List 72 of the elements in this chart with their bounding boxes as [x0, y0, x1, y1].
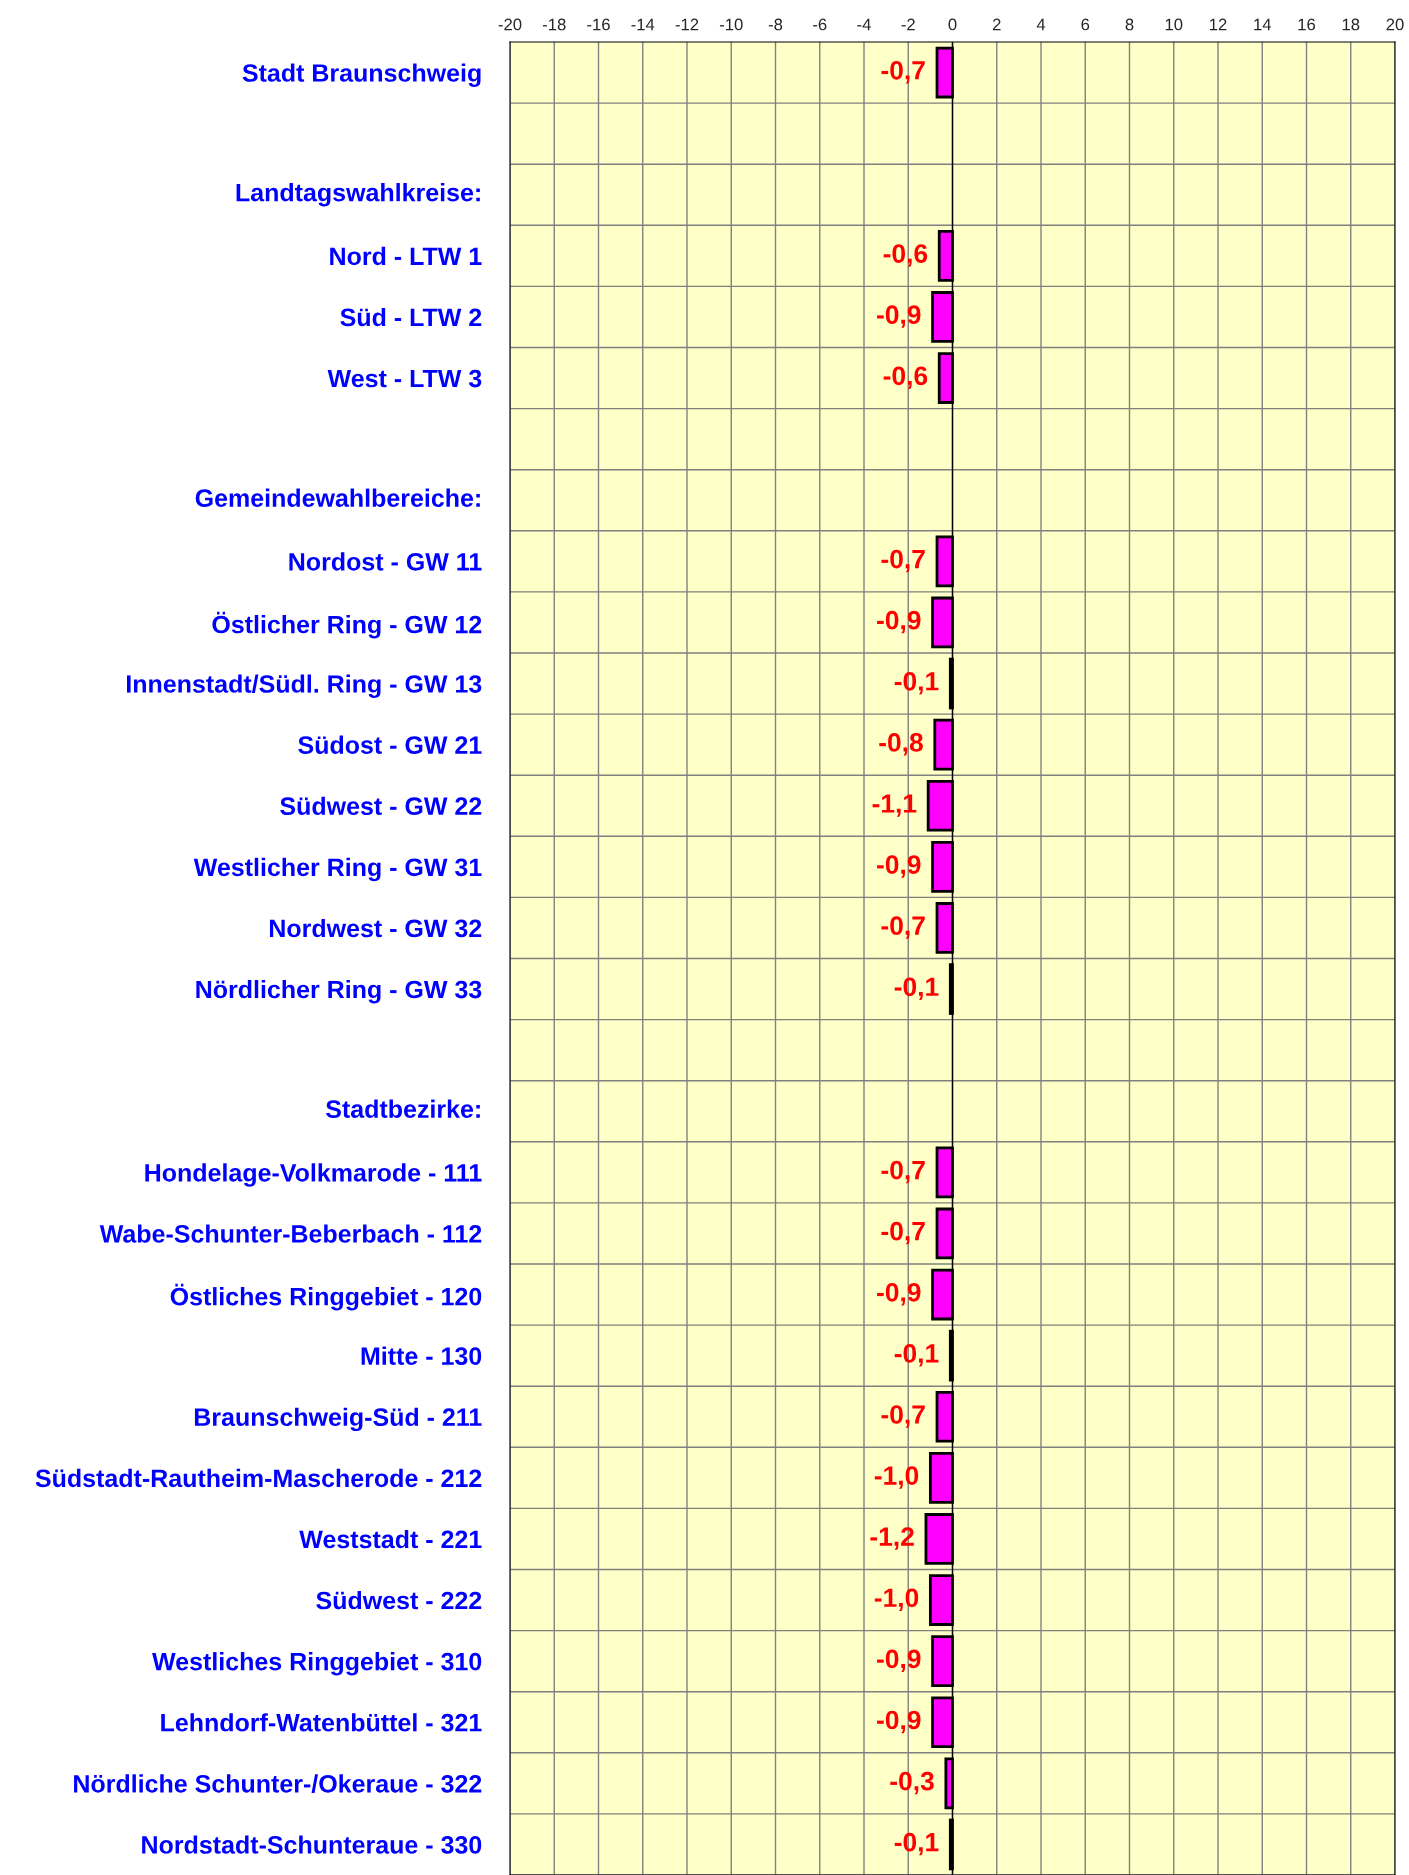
data-label: -0,1	[894, 1832, 939, 1856]
y-tick-label: Braunschweig-Süd - 211	[194, 1407, 482, 1432]
text: Gemeindewahlbereiche:	[195, 488, 480, 507]
x-tick-label: -16	[587, 18, 610, 31]
y-tick-label: Nördliche Schunter-/Okeraue - 322	[74, 1774, 482, 1793]
data-label: -0,7	[881, 549, 925, 573]
y-tick-label: Stadt Braunschweig	[242, 63, 481, 87]
y-tick-label: Nordstadt-Schunteraue - 330	[142, 1835, 482, 1854]
data-label: -1,0	[874, 1466, 919, 1489]
data-label: -0,7	[881, 1160, 925, 1184]
data-label: -0,9	[877, 610, 921, 634]
x-tick-label: 4	[1036, 18, 1046, 31]
y-tick-label: Hondelage-Volkmarode - 111	[145, 1163, 482, 1187]
data-label: -1,2	[870, 1527, 914, 1550]
x-tick-label: -20	[498, 18, 522, 31]
data-label: -0,9	[877, 1710, 921, 1734]
x-tick-label: -10	[719, 18, 743, 31]
data-label: -1,0	[874, 1588, 919, 1611]
y-tick-label: Östlicher Ring - GW 12	[212, 611, 482, 639]
x-tick-label: 20	[1386, 18, 1404, 31]
x-tick-label: 10	[1165, 18, 1183, 31]
x-tick-label: 18	[1342, 18, 1360, 31]
y-tick-label: Süd - LTW 2	[340, 307, 482, 327]
y-tick-label: Nord - LTW 1	[330, 246, 482, 266]
y-tick-label: Weststadt - 221	[299, 1529, 482, 1549]
x-tick-label: 8	[1125, 18, 1134, 31]
data-label: -0,6	[883, 244, 928, 267]
y-tick-label: Südost - GW 21	[298, 735, 482, 754]
data-label: -0,7	[881, 1221, 925, 1245]
y-tick-label: Westlicher Ring - GW 31	[193, 857, 482, 882]
x-tick-label: -18	[542, 18, 566, 31]
data-label: -0,7	[881, 1405, 925, 1428]
y-tick-label: Nordwest - GW 32	[269, 918, 482, 938]
text: Landtagswahlkreise:	[236, 183, 480, 207]
x-tick-label: 16	[1298, 18, 1316, 31]
x-tick-label: -6	[813, 18, 827, 31]
y-tick-label: Wabe-Schunter-Beberbach - 112	[99, 1224, 482, 1243]
y-tick-label: Nördlicher Ring - GW 33	[196, 979, 482, 1004]
x-tick-label: -2	[901, 18, 915, 31]
y-tick-label: Südstadt-Rautheim-Mascherode - 212	[35, 1468, 482, 1488]
y-tick-label: Mitte - 130	[361, 1346, 482, 1365]
data-label: -0,7	[881, 916, 925, 939]
data-label: -0,7	[881, 60, 925, 84]
data-label: -0,6	[883, 366, 928, 389]
data-label: -0,3	[890, 1771, 934, 1795]
y-tick-label: Südwest - GW 22	[280, 796, 482, 816]
y-tick-label: West - LTW 3	[327, 369, 482, 388]
data-label: -1,1	[872, 794, 917, 817]
x-tick-label: -12	[675, 18, 699, 31]
x-tick-label: 14	[1254, 18, 1272, 31]
text: Stadtbezirke:	[325, 1099, 480, 1118]
x-tick-label: 12	[1210, 18, 1227, 31]
data-label: -0,1	[894, 671, 939, 695]
y-tick-label: Südwest - 222	[316, 1590, 482, 1610]
y-tick-label: Lehndorf-Watenbüttel - 321	[161, 1713, 482, 1732]
data-label: -0,9	[877, 1649, 921, 1673]
data-label: -0,1	[894, 1344, 939, 1367]
data-label: -0,8	[879, 733, 923, 756]
y-tick-label: Östliches Ringgebiet - 120	[170, 1283, 482, 1311]
data-label: -0,9	[877, 855, 921, 878]
x-tick-label: 2	[992, 18, 1001, 31]
x-tick-label: -14	[631, 18, 655, 31]
y-tick-label: Westliches Ringgebiet - 310	[152, 1652, 482, 1676]
y-tick-label: Innenstadt/Südl. Ring - GW 13	[126, 674, 482, 698]
data-label: -0,9	[877, 1282, 921, 1306]
x-tick-label: -4	[857, 18, 871, 31]
data-label: -0,9	[877, 305, 921, 328]
y-tick-label: Nordost - GW 11	[289, 552, 482, 571]
data-label: -0,1	[894, 977, 939, 1000]
x-tick-label: -8	[768, 18, 783, 31]
x-tick-label: 6	[1081, 18, 1090, 31]
x-tick-label: 0	[948, 18, 957, 31]
